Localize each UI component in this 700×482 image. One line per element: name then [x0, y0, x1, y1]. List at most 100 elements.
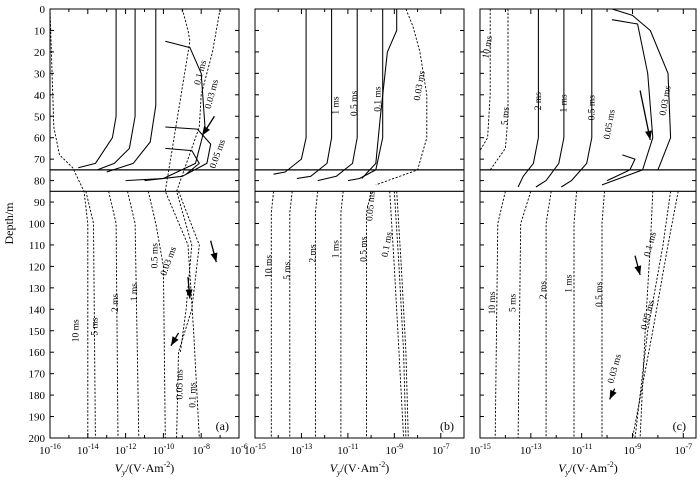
series-line — [366, 191, 372, 438]
series-line — [573, 191, 578, 438]
curve-label: 1 ms — [332, 96, 342, 115]
series-line — [535, 9, 565, 188]
x-axis-label: Vy/(V·Am-2) — [330, 460, 390, 477]
panel-tag: (a) — [216, 419, 229, 433]
x-tick-label: 10-11 — [571, 442, 592, 457]
series-line — [606, 154, 636, 182]
x-tick-label: 10-11 — [337, 442, 358, 457]
x-tick-label: 10-8 — [192, 442, 210, 457]
x-tick-label: 10-15 — [469, 442, 491, 457]
curve-label: 0.5 ms — [587, 95, 597, 121]
y-axis-label: Depth/m — [2, 202, 16, 245]
curve-label: 0.1 ms — [643, 231, 659, 258]
arrow-head — [645, 130, 652, 140]
series-line — [389, 191, 405, 438]
x-tick-label: 10-9 — [385, 442, 403, 457]
arrow-head — [634, 265, 642, 275]
series-line — [611, 9, 672, 171]
series-line — [314, 191, 319, 438]
plot-frame — [479, 8, 697, 439]
curve-label: 0.05 ms — [208, 138, 228, 170]
series-group — [50, 9, 221, 438]
series-line — [632, 191, 679, 438]
curve-label: 5 ms — [283, 261, 293, 280]
curve-label: 2 ms — [539, 281, 549, 300]
curve-label: 2 ms — [111, 293, 121, 312]
y-tick-label: 30 — [34, 68, 46, 80]
curve-label: 2 ms — [534, 92, 544, 111]
curve-label: 0.03 ms — [658, 85, 673, 117]
curve-label: 10 ms — [488, 291, 498, 314]
series-line — [108, 191, 119, 438]
x-tick-label: 10-12 — [115, 442, 137, 457]
curve-label: 1 ms — [332, 240, 342, 259]
panel-tag: (c) — [673, 419, 686, 433]
y-tick-label: 90 — [34, 197, 46, 209]
curve-label: 0.1 ms — [373, 86, 383, 112]
series-line — [375, 9, 428, 186]
series-line — [634, 191, 672, 438]
series-line — [85, 191, 96, 438]
curve-label: 5 ms — [90, 317, 100, 336]
x-axis-label: Vy/(V·Am-2) — [115, 460, 175, 477]
series-line — [489, 9, 509, 171]
series-line — [561, 9, 593, 188]
curve-label: 0.1 ms — [189, 382, 199, 408]
series-line — [393, 191, 407, 438]
curve-label: 10 ms — [71, 319, 81, 342]
curve-label: 0.5 ms — [360, 236, 370, 262]
series-line — [106, 9, 157, 173]
series-line — [517, 9, 539, 188]
x-tick-label: 10-9 — [624, 442, 642, 457]
curve-label: 10 ms — [481, 35, 495, 60]
series-line — [176, 191, 200, 438]
y-tick-label: 110 — [29, 240, 46, 252]
curve-label: 0.5 ms — [595, 281, 605, 307]
y-tick-label: 160 — [29, 347, 46, 359]
series-line — [176, 9, 221, 353]
panels: 10-16 10-14 10-12 10-10 10-8 10-6Vy/(V·Am-2)1… — [39, 8, 697, 477]
x-tick-label: 10-7 — [674, 442, 692, 457]
y-tick-label: 0 — [40, 4, 46, 16]
x-tick-label: 10-7 — [432, 442, 450, 457]
plot-frame — [49, 8, 240, 439]
curve-label: 0.05 ms — [365, 190, 378, 221]
y-tick-label: 200 — [29, 433, 46, 445]
x-tick-label: 10-13 — [520, 442, 542, 457]
arrow-head — [185, 289, 193, 299]
series-line — [396, 191, 409, 438]
series-line — [361, 9, 398, 179]
y-tick-label: 80 — [34, 176, 46, 188]
panel-tag: (b) — [440, 419, 454, 433]
y-tick-label: 150 — [29, 326, 46, 338]
series-line — [165, 147, 200, 175]
series-line — [480, 9, 491, 151]
y-tick-label: 100 — [29, 219, 46, 231]
y-tick-label: 130 — [29, 283, 46, 295]
series-group — [480, 9, 679, 438]
series-line — [273, 9, 307, 175]
series-line — [78, 9, 117, 169]
arrow-head — [210, 252, 218, 263]
series-line — [317, 9, 358, 182]
y-tick-label: 190 — [29, 412, 46, 424]
series-line — [639, 191, 654, 438]
curve-label: 5 ms — [500, 106, 512, 125]
x-tick-label: 10-6 — [230, 442, 248, 457]
curve-label: 0.1 ms — [381, 231, 395, 258]
y-tick-label: 70 — [34, 154, 46, 166]
y-tick-label: 20 — [34, 47, 46, 59]
series-line — [289, 191, 293, 438]
curve-label: 1 ms — [559, 94, 569, 113]
y-tick-label: 10 — [34, 25, 46, 37]
curve-label: 0.05 ms — [640, 299, 658, 331]
curve-label: 0.03 ms — [413, 70, 428, 102]
series-line — [340, 191, 344, 438]
y-tick-label: 60 — [34, 133, 46, 145]
series-line — [494, 191, 506, 438]
curve-label: 0.03 ms — [159, 245, 179, 277]
series-line — [270, 191, 275, 438]
y-tick-label: 140 — [29, 304, 46, 316]
series-line — [517, 191, 532, 438]
plot-frame — [254, 8, 465, 439]
